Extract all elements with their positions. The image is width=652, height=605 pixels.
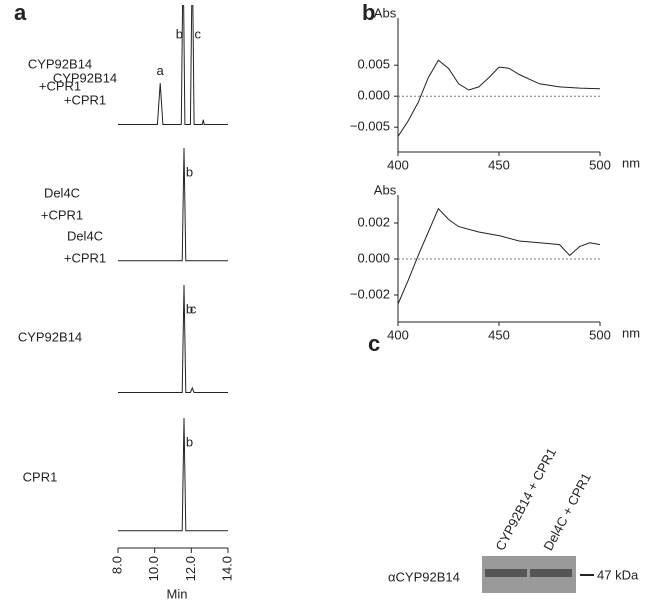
- x-tick-label: 14.0: [219, 556, 234, 581]
- x-tick-label: 8.0: [109, 556, 124, 574]
- peak-label: b: [186, 434, 193, 449]
- peak-label: b: [186, 164, 193, 179]
- sample-label: CYP92B14: [53, 70, 117, 85]
- sample-label: Del4C: [44, 185, 80, 200]
- peak-label: c: [190, 301, 197, 316]
- x-tick-label: 500: [589, 327, 611, 342]
- y-tick-label: 0.000: [357, 88, 390, 103]
- sample-label: +CPR1: [64, 250, 106, 265]
- x-tick-label: 450: [488, 327, 510, 342]
- x-tick-label: 450: [488, 157, 510, 172]
- sample-label: +CPR1: [41, 207, 83, 222]
- spectrum: [397, 207, 601, 305]
- marker-label: 47 kDa: [597, 567, 639, 582]
- x-unit: nm: [622, 155, 640, 170]
- y-tick-label: −0.005: [350, 119, 390, 134]
- x-tick-label: 400: [387, 157, 409, 172]
- x-axis-label: Min: [167, 586, 188, 601]
- peak-label: b: [176, 26, 183, 41]
- peak-label: c: [195, 26, 202, 41]
- sample-label: +CPR1: [64, 92, 106, 107]
- band: [485, 569, 527, 577]
- peak-label: b: [186, 301, 193, 316]
- band: [530, 569, 572, 577]
- y-axis-label: Abs: [374, 5, 397, 20]
- chromatogram: [118, 147, 228, 262]
- peak-label: a: [157, 63, 165, 78]
- antibody-label: αCYP92B14: [388, 569, 460, 584]
- x-tick-label: 400: [387, 327, 409, 342]
- sample-label: CPR1: [23, 469, 58, 484]
- sample-label: CYP92B14: [28, 56, 92, 71]
- y-tick-label: −0.002: [350, 286, 390, 301]
- y-tick-label: 0.005: [357, 57, 390, 72]
- spectrum: [397, 59, 601, 137]
- x-tick-label: 12.0: [183, 556, 198, 581]
- sample-label: +CPR1: [39, 78, 81, 93]
- x-tick-label: 500: [589, 157, 611, 172]
- y-tick-label: 0.002: [357, 214, 390, 229]
- panel-letter: b: [362, 0, 375, 25]
- sample-label: CYP92B14: [18, 329, 82, 344]
- chromatogram: [118, 417, 228, 532]
- panel-letter: c: [368, 331, 380, 356]
- lane-label: Del4C + CPR1: [540, 470, 593, 553]
- chromatogram: [118, 5, 228, 125]
- y-axis-label: Abs: [374, 182, 397, 197]
- x-unit: nm: [622, 325, 640, 340]
- y-tick-label: 0.000: [357, 250, 390, 265]
- x-tick-label: 10.0: [146, 556, 161, 581]
- chromatogram: [118, 284, 228, 393]
- panel-letter: a: [14, 0, 27, 25]
- sample-label: Del4C: [67, 228, 103, 243]
